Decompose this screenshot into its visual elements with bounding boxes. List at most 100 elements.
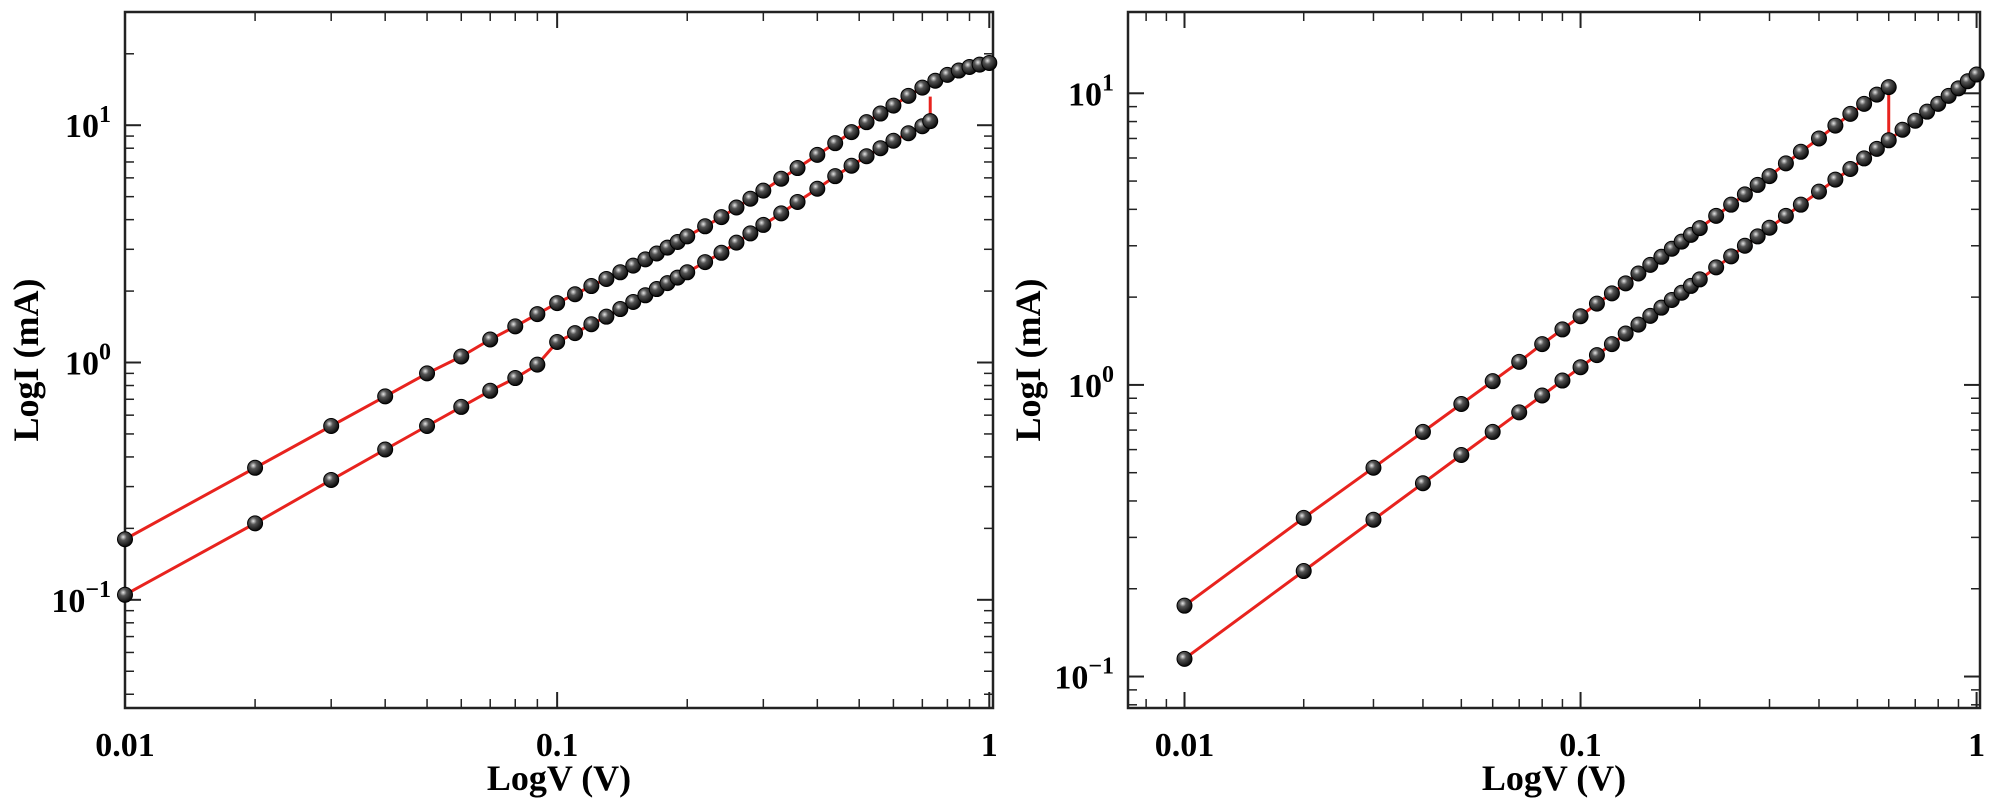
data-point xyxy=(247,459,264,476)
y-tick-label: 101 xyxy=(65,102,111,145)
data-point xyxy=(742,190,759,207)
data-point xyxy=(809,180,826,197)
plot-frame xyxy=(1126,10,1982,710)
data-point xyxy=(827,135,844,152)
data-point xyxy=(1880,79,1897,96)
data-point xyxy=(1414,475,1431,492)
data-point xyxy=(755,216,772,233)
data-point xyxy=(885,132,902,149)
data-point xyxy=(567,286,584,303)
data-point xyxy=(755,182,772,199)
data-point xyxy=(679,228,696,245)
data-point xyxy=(323,418,340,435)
data-point xyxy=(1453,396,1470,413)
data-point xyxy=(1723,196,1740,213)
data-point xyxy=(117,586,133,603)
data-point xyxy=(583,316,600,333)
y-tick-label: 10−1 xyxy=(51,577,111,620)
data-point xyxy=(1968,66,1985,83)
data-point xyxy=(742,225,759,242)
data-point xyxy=(1554,372,1571,389)
data-point xyxy=(1723,248,1740,265)
data-point xyxy=(809,146,826,163)
data-point xyxy=(419,418,436,435)
data-point xyxy=(507,318,524,335)
series-line xyxy=(124,119,932,597)
x-tick-label: 0.01 xyxy=(95,727,155,764)
data-point xyxy=(1827,171,1844,188)
data-point xyxy=(598,270,615,287)
data-point xyxy=(858,148,875,165)
data-point xyxy=(1868,140,1885,157)
data-point xyxy=(1777,155,1794,172)
data-point xyxy=(1749,176,1766,193)
data-point xyxy=(1842,105,1859,122)
data-point xyxy=(1484,423,1501,440)
data-point xyxy=(1856,150,1873,167)
data-point xyxy=(1534,387,1551,404)
x-tick-label: 0.01 xyxy=(1155,727,1215,764)
data-point xyxy=(1617,325,1634,342)
data-point xyxy=(1630,316,1647,333)
data-point xyxy=(827,168,844,185)
data-point xyxy=(1511,353,1528,370)
data-point xyxy=(1414,423,1431,440)
data-point xyxy=(507,370,524,387)
data-point xyxy=(377,388,394,405)
data-point xyxy=(1736,237,1753,254)
data-point xyxy=(900,87,917,104)
data-point xyxy=(1919,103,1936,120)
data-point xyxy=(567,325,584,342)
left-chart: 0.01 0.1 1 10−1 100 101 LogV (V) LogI (mA) xyxy=(6,10,998,798)
data-point xyxy=(1295,509,1312,526)
y-tick-label: 101 xyxy=(1068,70,1114,113)
y-axis-label: LogI (mA) xyxy=(1008,279,1048,442)
data-point xyxy=(1856,95,1873,112)
x-tick-label: 0.1 xyxy=(536,727,579,764)
data-point xyxy=(482,331,499,348)
data-point xyxy=(773,170,790,187)
x-tick-label: 1 xyxy=(1968,727,1985,764)
data-point xyxy=(1642,256,1659,273)
data-point xyxy=(529,356,546,373)
data-point xyxy=(1792,143,1809,160)
y-tick-label: 100 xyxy=(65,340,111,383)
data-point xyxy=(697,218,714,235)
data-point xyxy=(679,264,696,281)
x-tick-label: 0.1 xyxy=(1559,727,1602,764)
data-point xyxy=(843,124,860,141)
data-point xyxy=(789,160,806,177)
data-point xyxy=(914,79,931,96)
data-point xyxy=(1176,650,1193,667)
data-point xyxy=(453,398,470,415)
data-point xyxy=(858,114,875,131)
data-point xyxy=(549,295,566,312)
data-point xyxy=(1691,271,1708,288)
data-point xyxy=(713,209,730,226)
data-point xyxy=(419,365,436,382)
data-point xyxy=(1617,275,1634,292)
data-point xyxy=(872,140,889,157)
data-point xyxy=(1572,308,1589,325)
data-point xyxy=(598,308,615,325)
data-point xyxy=(1708,259,1725,276)
data-point xyxy=(1810,130,1827,147)
data-point xyxy=(1777,207,1794,224)
data-point xyxy=(377,441,394,458)
data-point xyxy=(872,105,889,122)
data-point xyxy=(1894,121,1911,138)
data-point xyxy=(900,125,917,142)
data-point xyxy=(1792,196,1809,213)
data-point xyxy=(1365,511,1382,528)
data-point xyxy=(922,113,939,130)
data-point xyxy=(482,382,499,399)
data-point xyxy=(1749,228,1766,245)
data-point xyxy=(728,199,745,216)
data-point xyxy=(1484,373,1501,390)
data-point xyxy=(1365,459,1382,476)
data-point xyxy=(1603,285,1620,302)
data-point xyxy=(1630,265,1647,282)
data-point xyxy=(697,254,714,271)
x-axis-label: LogV (V) xyxy=(487,758,631,798)
